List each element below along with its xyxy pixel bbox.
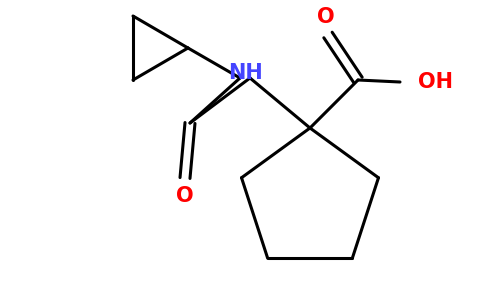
Text: NH: NH [227,63,262,83]
Text: OH: OH [418,72,453,92]
Text: O: O [317,7,335,27]
Text: O: O [176,186,194,206]
